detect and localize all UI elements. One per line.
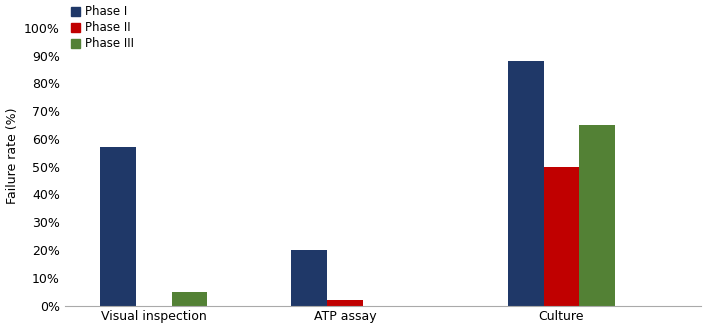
Legend: Phase I, Phase II, Phase III: Phase I, Phase II, Phase III	[71, 6, 134, 50]
Bar	[544, 167, 579, 306]
Y-axis label: Failure rate (%): Failure rate (%)	[6, 107, 18, 204]
Bar	[508, 61, 544, 306]
Bar	[327, 300, 363, 306]
Bar	[579, 125, 615, 306]
Bar	[291, 250, 327, 306]
Bar	[100, 147, 136, 306]
Bar	[172, 292, 207, 306]
